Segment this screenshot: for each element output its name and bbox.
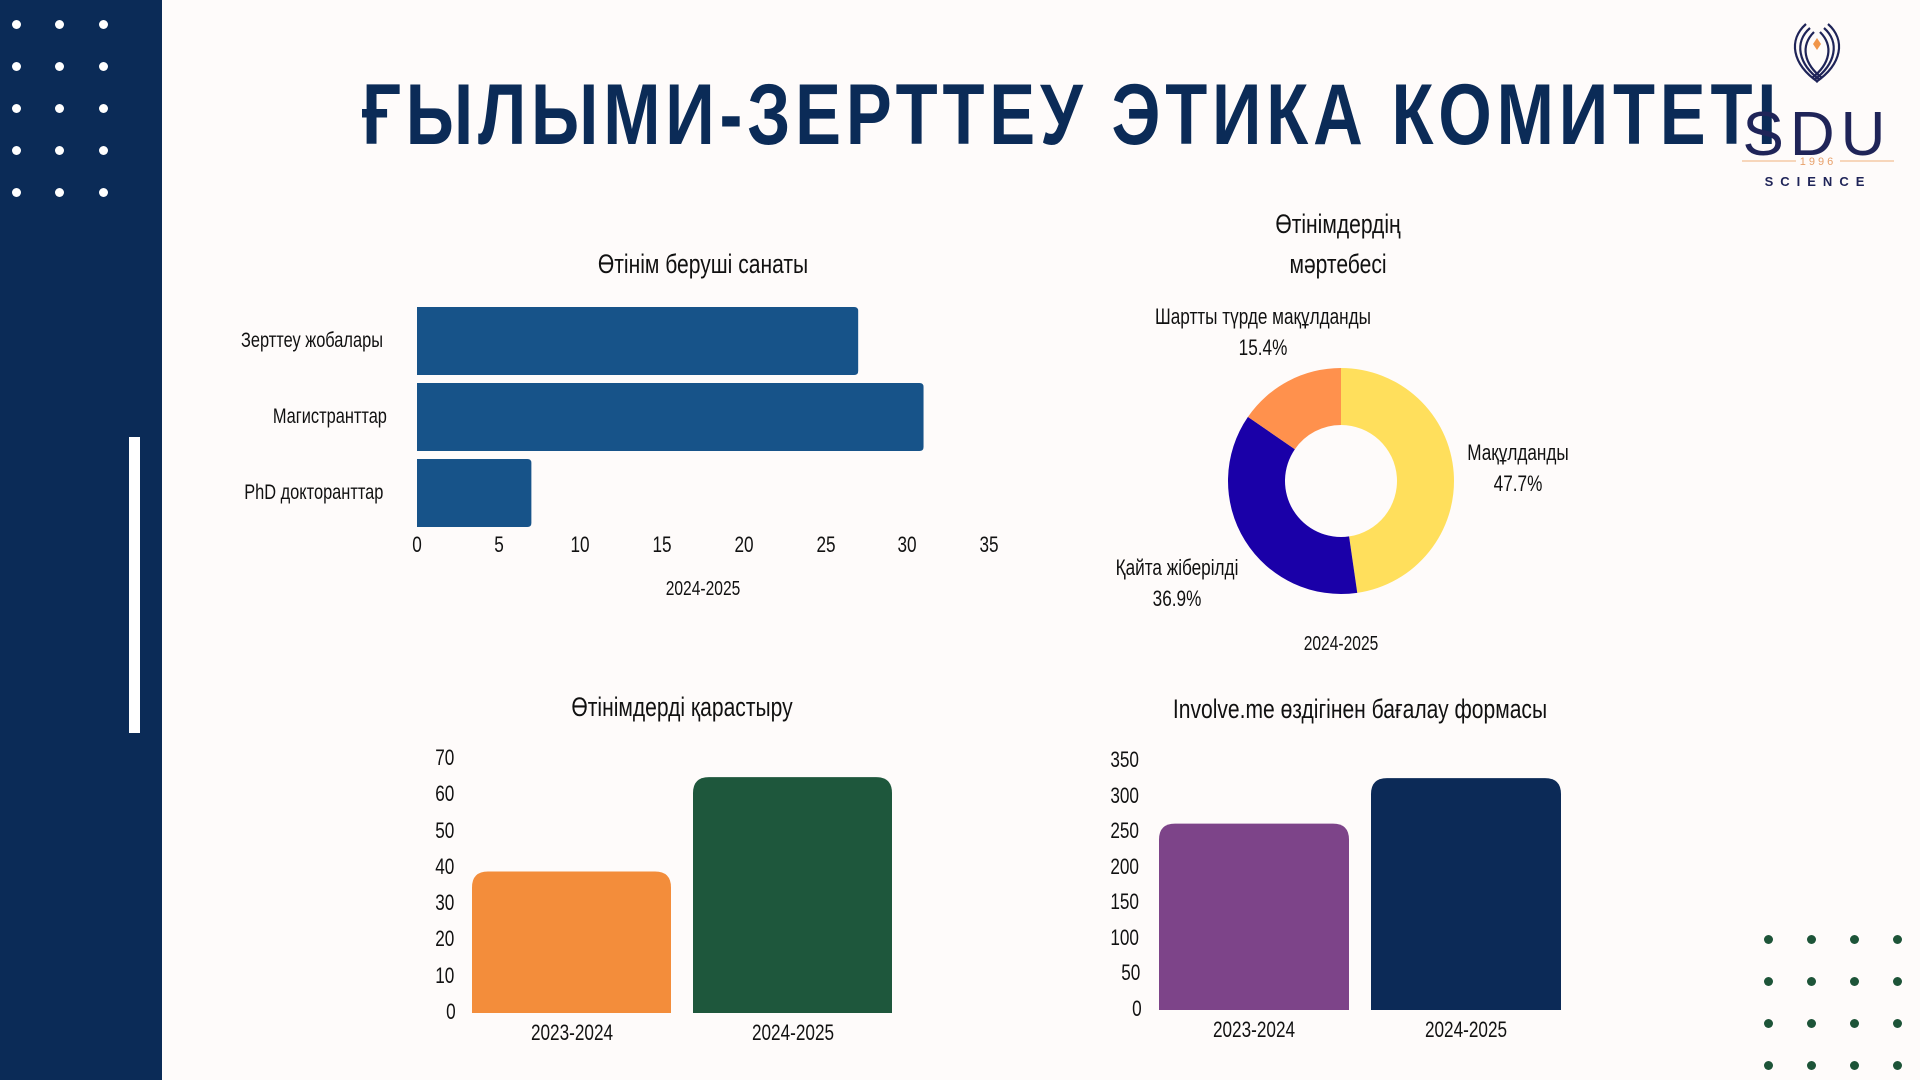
bar-value-label: 7 [512,480,523,505]
decorative-dot [1850,1061,1859,1070]
x-tick-label: 2023-2024 [1212,1017,1296,1042]
bar-value-label: 39 [561,878,582,904]
decorative-dot [99,104,108,113]
y-tick-label: 30 [435,890,455,916]
decorative-dot [99,62,108,71]
y-tick-label: 20 [435,926,455,952]
y-tick-label: 40 [435,853,455,879]
chart-title: Өтінім беруші санаты [597,249,809,279]
decorative-dot [12,188,21,197]
chart-title: Өтінімдерді қарастыру [571,692,793,722]
decorative-dot [1850,1019,1859,1028]
bar [1371,778,1561,1010]
sidebar-white-accent-bar [129,437,140,733]
decorative-dot [1893,1019,1902,1028]
y-tick-label: 50 [1121,960,1141,986]
bar-value-label: 262 [1239,830,1269,856]
x-axis-label: 2024-2025 [1303,633,1379,655]
y-tick-label: PhD докторанттар [244,481,384,504]
decorative-dot [55,188,64,197]
slice-label-conditional: Шартты түрде мақұлданды [1155,304,1371,329]
decorative-dot [12,146,21,155]
svg-text:1996: 1996 [1800,156,1836,168]
x-tick-label: 5 [493,532,504,557]
y-tick-label: 250 [1110,818,1139,844]
decorative-dot [1850,935,1859,944]
x-tick-label: 10 [570,532,590,557]
x-tick-label: 2023-2024 [530,1020,613,1045]
y-tick-label: 60 [435,781,455,807]
slice-label-approved: Мақұлданды [1467,440,1569,465]
slice-pct-conditional: 15.4% [1238,335,1288,360]
y-tick-label: 100 [1110,924,1139,950]
y-tick-label: 70 [435,745,455,770]
bar-value-label: 326 [1451,785,1481,811]
x-tick-label: 0 [412,532,422,557]
decorative-dot [1764,1019,1773,1028]
y-tick-label: 50 [435,817,455,843]
decorative-dot [55,146,64,155]
sdu-emblem-icon: SDU 1996 SCIENCE [1742,23,1894,189]
decorative-dot [12,20,21,29]
decorative-dot [1807,935,1816,944]
y-tick-label: 300 [1110,782,1139,808]
x-tick-label: 15 [652,532,672,557]
y-tick-label: 200 [1110,853,1139,879]
bar-value-label: 65 [782,784,803,810]
decorative-dot [1764,977,1773,986]
y-tick-label: Зерттеу жобалары [240,329,383,352]
decorative-dot [55,62,64,71]
x-tick-label: 2024-2025 [1424,1017,1508,1042]
decorative-dot [1807,1061,1816,1070]
y-tick-label: 0 [446,999,456,1024]
x-tick-label: 30 [897,532,917,557]
donut-slice [1341,368,1454,593]
sdu-science-logo: SDU 1996 SCIENCE [1730,20,1905,190]
slice-pct-resubmitted: 36.9% [1152,586,1202,611]
chart-title: Involve.me өздігінен бағалау формасы [1172,694,1548,724]
chart-title-line-1: Өтінімдердің [1275,209,1401,239]
decorative-dot [12,104,21,113]
svg-text:SDU: SDU [1743,100,1892,169]
x-tick-label: 25 [815,532,836,557]
decorative-dot [99,146,108,155]
decorative-dot [99,20,108,29]
decorative-dot [1807,1019,1816,1028]
x-tick-label: 2024-2025 [751,1020,834,1045]
slice-label-resubmitted: Қайта жіберілді [1115,555,1239,580]
x-tick-label: 35 [979,532,999,557]
bar-value-label: 27 [828,328,848,353]
x-axis-label: 2024-2025 [665,578,741,600]
bar [417,383,924,451]
y-tick-label: Магистранттар [272,405,387,428]
decorative-dot [1764,935,1773,944]
bar-value-label: 31 [893,404,913,429]
donut-slice [1247,368,1341,450]
bar [417,307,859,375]
page-title: ҒЫЛЫМИ-ЗЕРТТЕУ ЭТИКА КОМИТЕТІ [362,67,1782,163]
decorative-dot [1807,977,1816,986]
decorative-dot [12,62,21,71]
decorative-dot [99,188,108,197]
decorative-dot [55,20,64,29]
decorative-dot [1893,1061,1902,1070]
decorative-dot [1764,1061,1773,1070]
y-tick-label: 350 [1110,747,1139,772]
slice-pct-approved: 47.7% [1493,471,1543,496]
decorative-dot [1893,977,1902,986]
y-tick-label: 0 [1132,996,1142,1021]
x-tick-label: 20 [734,532,754,557]
decorative-dot [55,104,64,113]
decorative-dot [1850,977,1859,986]
bar [693,777,892,1013]
decorative-dot [1893,935,1902,944]
svg-text:SCIENCE: SCIENCE [1765,174,1872,189]
y-tick-label: 10 [435,962,455,988]
chart-title-line-2: мәртебесі [1289,249,1387,279]
y-tick-label: 150 [1110,889,1139,915]
